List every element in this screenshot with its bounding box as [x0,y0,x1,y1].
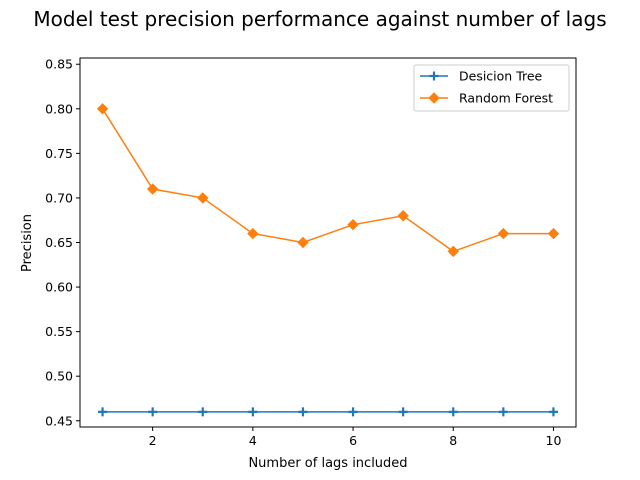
series-line-random-forest [101,108,554,253]
x-tick-label: 4 [249,433,257,448]
chart-title: Model test precision performance against… [33,7,606,31]
data-point-desicion-tree [298,407,308,417]
legend-item-random-forest: Random Forest [420,91,553,106]
legend-box [413,64,570,112]
x-axis: 2 4 6 8 10 [149,427,562,448]
data-point-random-forest [96,103,109,115]
series-random-forest [96,103,560,258]
legend-label: Desicion Tree [459,69,543,84]
data-point-random-forest [297,236,309,249]
y-tick-label: 0.50 [45,369,73,384]
y-tick-label: 0.70 [45,190,73,205]
data-point-desicion-tree [148,407,158,417]
series-desicion-tree [98,407,558,417]
y-tick-label: 0.55 [45,324,73,339]
x-tick-label: 10 [546,433,562,448]
y-tick-label: 0.85 [45,57,73,72]
x-axis-label: Number of lags included [248,456,407,471]
data-point-random-forest [547,227,560,240]
data-point-random-forest [247,227,259,240]
data-point-desicion-tree [248,407,258,417]
y-axis-label: Precision [20,214,35,272]
series-layer [96,103,560,417]
legend-marker [429,71,439,81]
y-axis: 0.45 0.50 0.55 0.60 0.65 0.70 0.75 0.80 0.85 [45,57,80,428]
data-point-random-forest [447,245,459,258]
legend-item-desicion-tree: Desicion Tree [420,69,543,84]
data-point-desicion-tree [98,407,108,417]
data-point-random-forest [146,183,159,195]
data-point-random-forest [197,192,209,204]
data-point-random-forest [497,227,510,240]
data-point-random-forest [397,210,409,222]
y-tick-label: 0.60 [45,280,73,295]
plot-area [79,57,577,428]
y-tick-label: 0.65 [45,235,73,250]
legend: Desicion Tree Random Forest [413,64,570,112]
x-tick-label: 6 [349,433,357,448]
legend-marker [428,92,440,104]
x-tick-label: 8 [449,433,457,448]
data-point-desicion-tree [198,407,208,417]
legend-label: Random Forest [459,91,553,106]
data-point-desicion-tree [448,407,458,417]
y-tick-label: 0.45 [45,413,73,428]
data-point-random-forest [347,218,359,231]
data-point-desicion-tree [498,407,508,417]
data-point-desicion-tree [548,407,558,417]
data-point-desicion-tree [348,407,358,417]
data-point-desicion-tree [398,407,408,417]
y-tick-label: 0.80 [45,101,73,116]
y-tick-label: 0.75 [45,146,73,161]
x-tick-label: 2 [149,433,157,448]
